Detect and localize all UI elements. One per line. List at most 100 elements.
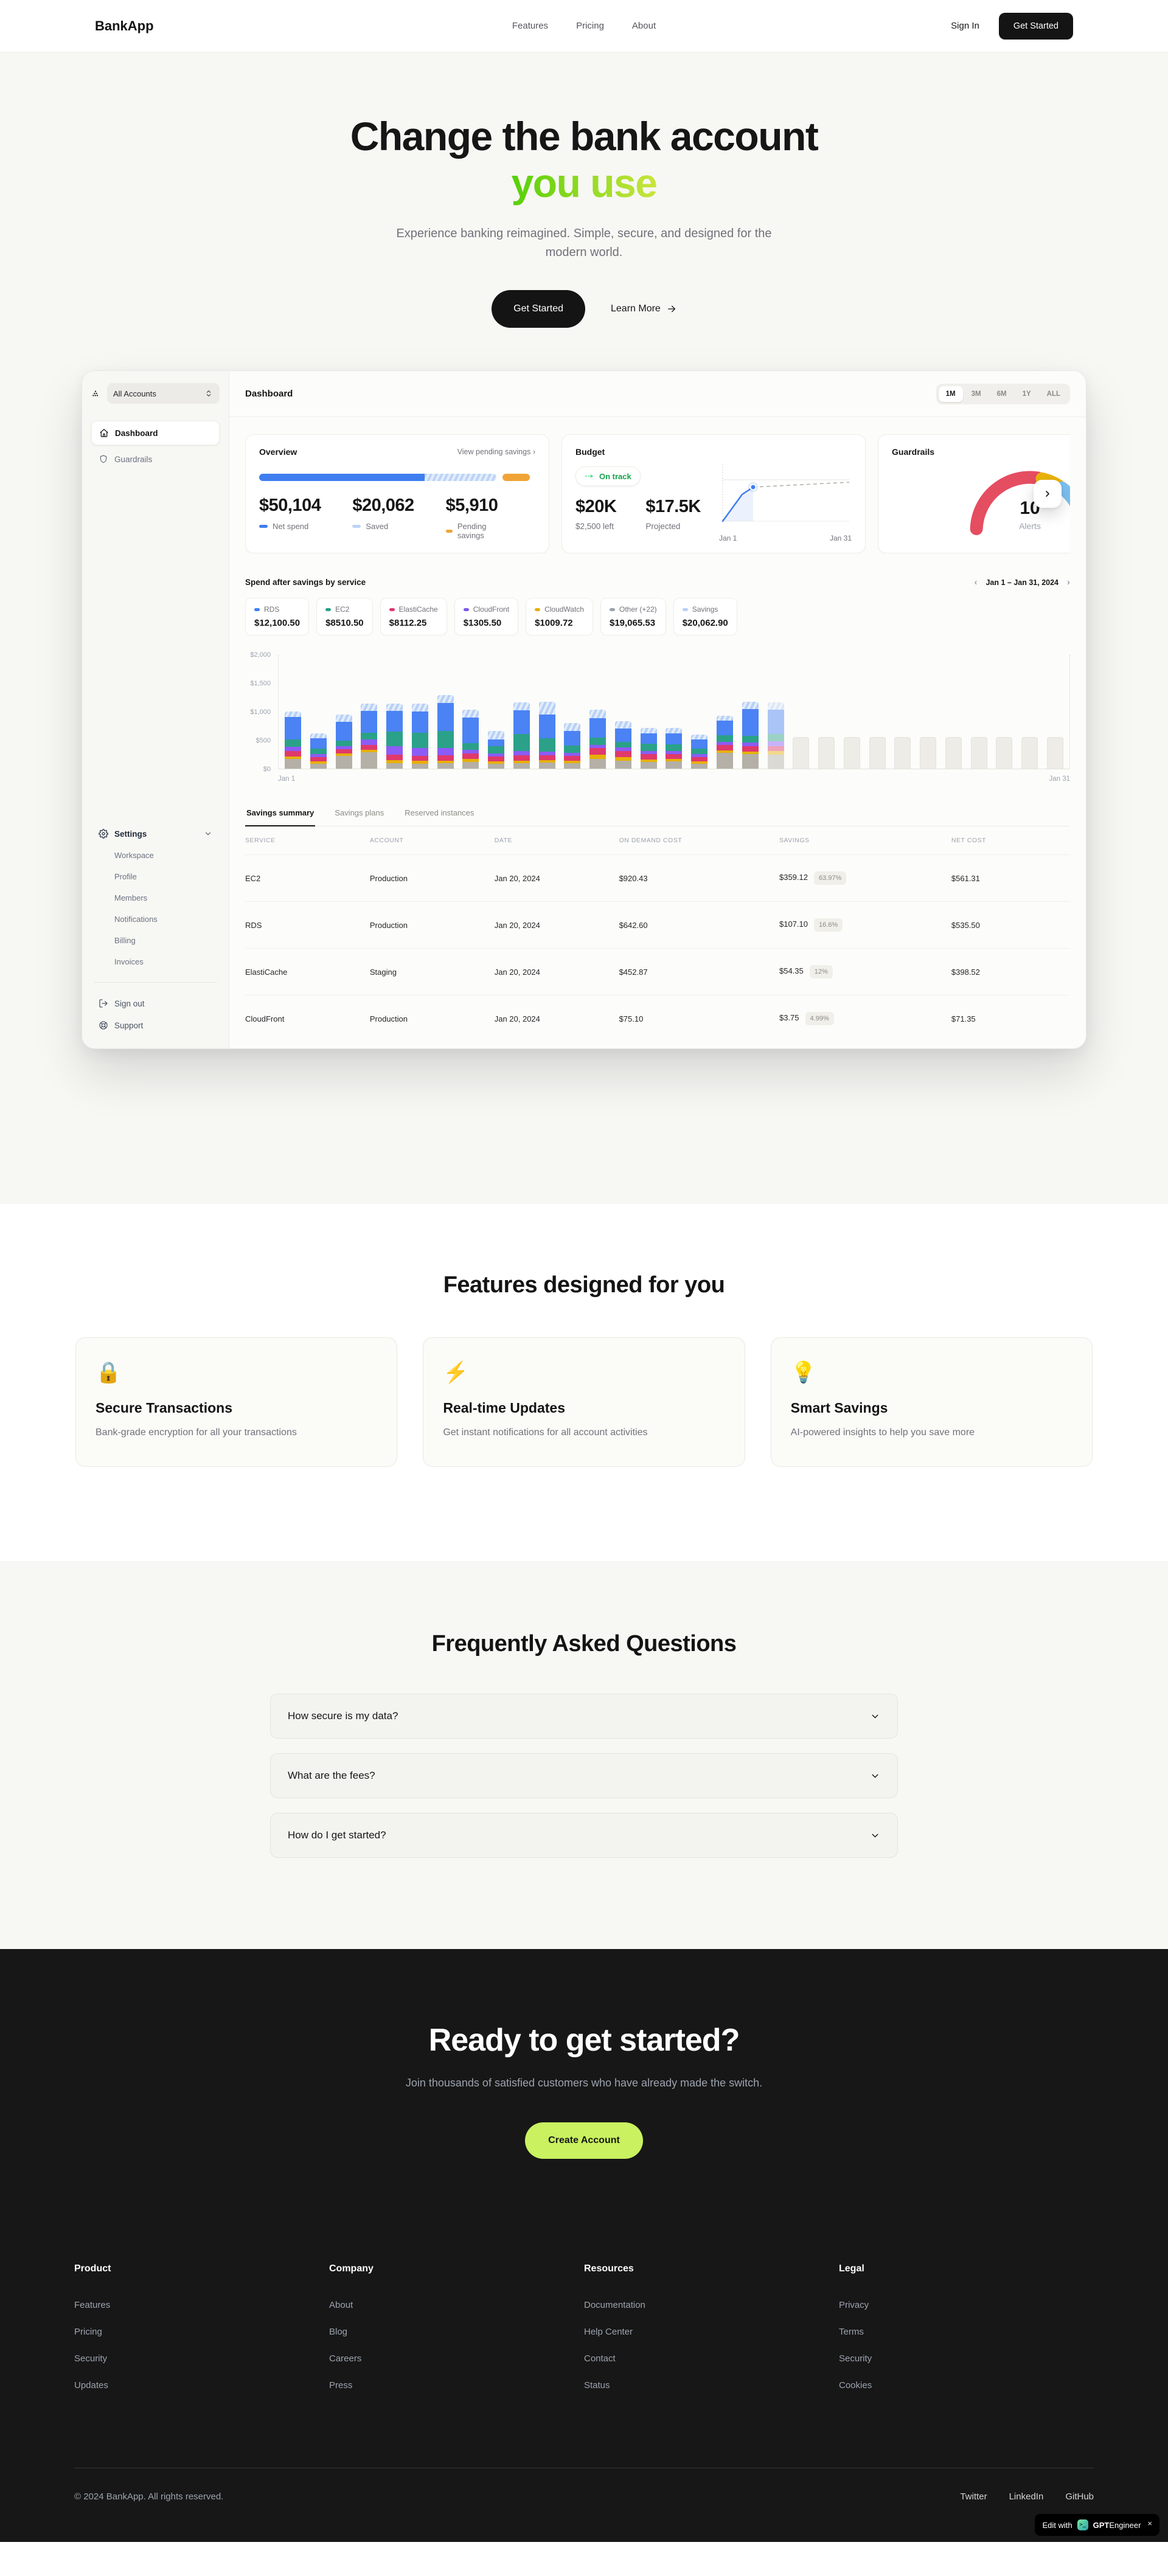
chart-bar-day-6[interactable] <box>411 703 428 769</box>
social-link-twitter[interactable]: Twitter <box>960 2491 987 2502</box>
account-selector[interactable]: All Accounts <box>107 383 220 404</box>
footer-link-company-about[interactable]: About <box>329 2300 353 2311</box>
settings-item-billing[interactable]: Billing <box>114 936 136 946</box>
chart-bar-day-2[interactable] <box>310 733 327 769</box>
header-get-started-button[interactable]: Get Started <box>998 12 1073 40</box>
faq-item-what-are-the-fees[interactable]: What are the fees? <box>270 1753 898 1799</box>
nav-link-pricing[interactable]: Pricing <box>576 21 604 31</box>
footer-link-legal-terms[interactable]: Terms <box>839 2327 864 2338</box>
legend-chip-other-22[interactable]: Other (+22) $19,065.53 <box>600 598 666 636</box>
nav-link-features[interactable]: Features <box>512 21 549 31</box>
chart-bar-day-3[interactable] <box>335 714 352 769</box>
learn-more-link[interactable]: Learn More <box>611 303 676 314</box>
chart-bar-day-19[interactable] <box>742 702 759 769</box>
legend-chip-elasticache[interactable]: ElastiCache $8112.25 <box>380 598 447 636</box>
footer-link-resources-help-center[interactable]: Help Center <box>584 2327 633 2338</box>
table-row[interactable]: RDS Production Jan 20, 2024 $642.60 $107… <box>245 901 1070 948</box>
legend-chip-savings[interactable]: Savings $20,062.90 <box>673 598 737 636</box>
chart-bar-day-22[interactable] <box>818 736 835 769</box>
chart-bar-day-26[interactable] <box>920 736 937 769</box>
footer-link-product-features[interactable]: Features <box>74 2300 111 2311</box>
sidebar-item-sign-out[interactable]: Sign out <box>91 992 220 1014</box>
faq-item-how-do-i-get-started[interactable]: How do I get started? <box>270 1813 898 1858</box>
tab-savings-plans[interactable]: Savings plans <box>335 808 384 818</box>
footer-link-resources-contact[interactable]: Contact <box>584 2353 616 2364</box>
chart-bar-day-29[interactable] <box>996 736 1013 769</box>
tab-savings-summary[interactable]: Savings summary <box>245 805 316 827</box>
carousel-next-button[interactable] <box>1034 480 1062 508</box>
faq-item-how-secure-is-my-data[interactable]: How secure is my data? <box>270 1694 898 1739</box>
chart-bar-day-7[interactable] <box>437 694 454 769</box>
chart-bar-day-4[interactable] <box>361 703 378 769</box>
footer-link-company-blog[interactable]: Blog <box>329 2327 348 2338</box>
footer-link-product-pricing[interactable]: Pricing <box>74 2327 102 2338</box>
next-period-button[interactable]: › <box>1067 577 1070 588</box>
table-row[interactable]: ElastiCache Staging Jan 20, 2024 $452.87… <box>245 948 1070 995</box>
chart-bar-day-16[interactable] <box>666 728 683 769</box>
chart-bar-day-14[interactable] <box>614 721 631 769</box>
chart-bar-day-8[interactable] <box>462 710 479 769</box>
time-range-1y[interactable]: 1Y <box>1022 390 1031 398</box>
legend-chip-cloudfront[interactable]: CloudFront $1305.50 <box>454 598 519 636</box>
sign-in-link[interactable]: Sign In <box>951 21 979 31</box>
time-range-1m[interactable]: 1M <box>938 386 963 402</box>
chart-bar-day-18[interactable] <box>717 715 734 769</box>
footer-link-product-security[interactable]: Security <box>74 2353 108 2364</box>
footer-link-legal-privacy[interactable]: Privacy <box>839 2300 869 2311</box>
footer-link-product-updates[interactable]: Updates <box>74 2380 108 2391</box>
badge-close-icon[interactable]: × <box>1147 2519 1152 2529</box>
sidebar-item-guardrails[interactable]: Guardrails <box>91 448 220 471</box>
table-row[interactable]: EC2 Production Jan 20, 2024 $920.43 $359… <box>245 854 1070 901</box>
time-range-6m[interactable]: 6M <box>996 390 1007 398</box>
chart-bar-day-25[interactable] <box>894 736 911 769</box>
hero-get-started-button[interactable]: Get Started <box>492 290 585 328</box>
tab-reserved-instances[interactable]: Reserved instances <box>405 808 474 818</box>
chart-bar-day-5[interactable] <box>386 704 403 769</box>
chart-bar-day-28[interactable] <box>970 736 987 769</box>
chart-bar-day-15[interactable] <box>640 728 657 769</box>
footer-link-company-careers[interactable]: Careers <box>329 2353 362 2364</box>
legend-chip-cloudwatch[interactable]: CloudWatch $1009.72 <box>526 598 593 636</box>
footer-link-company-press[interactable]: Press <box>329 2380 353 2391</box>
chart-bar-day-27[interactable] <box>945 736 962 769</box>
sidebar-item-support[interactable]: Support <box>91 1014 220 1036</box>
chart-bar-day-23[interactable] <box>843 736 860 769</box>
settings-item-workspace[interactable]: Workspace <box>114 851 154 860</box>
chart-bar-day-11[interactable] <box>538 702 555 769</box>
chart-bar-day-31[interactable] <box>1046 736 1063 769</box>
chart-bar-day-1[interactable] <box>285 712 301 769</box>
logo[interactable]: BankApp <box>95 18 154 33</box>
chart-bar-day-10[interactable] <box>513 702 530 769</box>
social-link-github[interactable]: GitHub <box>1065 2491 1094 2502</box>
chart-bar-day-24[interactable] <box>869 736 886 769</box>
chart-bar-day-13[interactable] <box>589 710 607 769</box>
view-pending-savings-link[interactable]: View pending savings › <box>457 448 535 457</box>
chart-bar-day-9[interactable] <box>488 731 505 769</box>
footer-link-resources-status[interactable]: Status <box>584 2380 610 2391</box>
create-account-button[interactable]: Create Account <box>525 2122 643 2159</box>
table-row[interactable]: CloudFront Production Jan 20, 2024 $75.1… <box>245 995 1070 1042</box>
sidebar-item-dashboard[interactable]: Dashboard <box>91 421 220 446</box>
settings-item-notifications[interactable]: Notifications <box>114 915 158 924</box>
settings-item-profile[interactable]: Profile <box>114 872 137 882</box>
sidebar-item-settings[interactable]: Settings <box>91 823 220 845</box>
chart-bar-day-12[interactable] <box>564 722 581 769</box>
settings-item-invoices[interactable]: Invoices <box>114 957 144 967</box>
legend-chip-ec2[interactable]: EC2 $8510.50 <box>316 598 373 636</box>
social-link-linkedin[interactable]: LinkedIn <box>1009 2491 1044 2502</box>
chart-bar-day-30[interactable] <box>1021 736 1038 769</box>
footer-link-resources-documentation[interactable]: Documentation <box>584 2300 645 2311</box>
footer-link-legal-cookies[interactable]: Cookies <box>839 2380 872 2391</box>
chart-bar-day-20[interactable] <box>767 702 784 769</box>
footer-link-legal-security[interactable]: Security <box>839 2353 872 2364</box>
time-range-3m[interactable]: 3M <box>971 390 981 398</box>
time-range-all[interactable]: ALL <box>1046 390 1060 398</box>
gpt-engineer-badge[interactable]: Edit with >_ GPTEngineer × <box>1035 2514 1159 2536</box>
segment-cloudfront <box>411 747 428 756</box>
legend-chip-rds[interactable]: RDS $12,100.50 <box>245 598 310 636</box>
chart-bar-day-21[interactable] <box>793 736 810 769</box>
prev-period-button[interactable]: ‹ <box>974 577 978 588</box>
chart-bar-day-17[interactable] <box>691 734 708 769</box>
settings-item-members[interactable]: Members <box>114 893 148 903</box>
nav-link-about[interactable]: About <box>631 21 656 31</box>
